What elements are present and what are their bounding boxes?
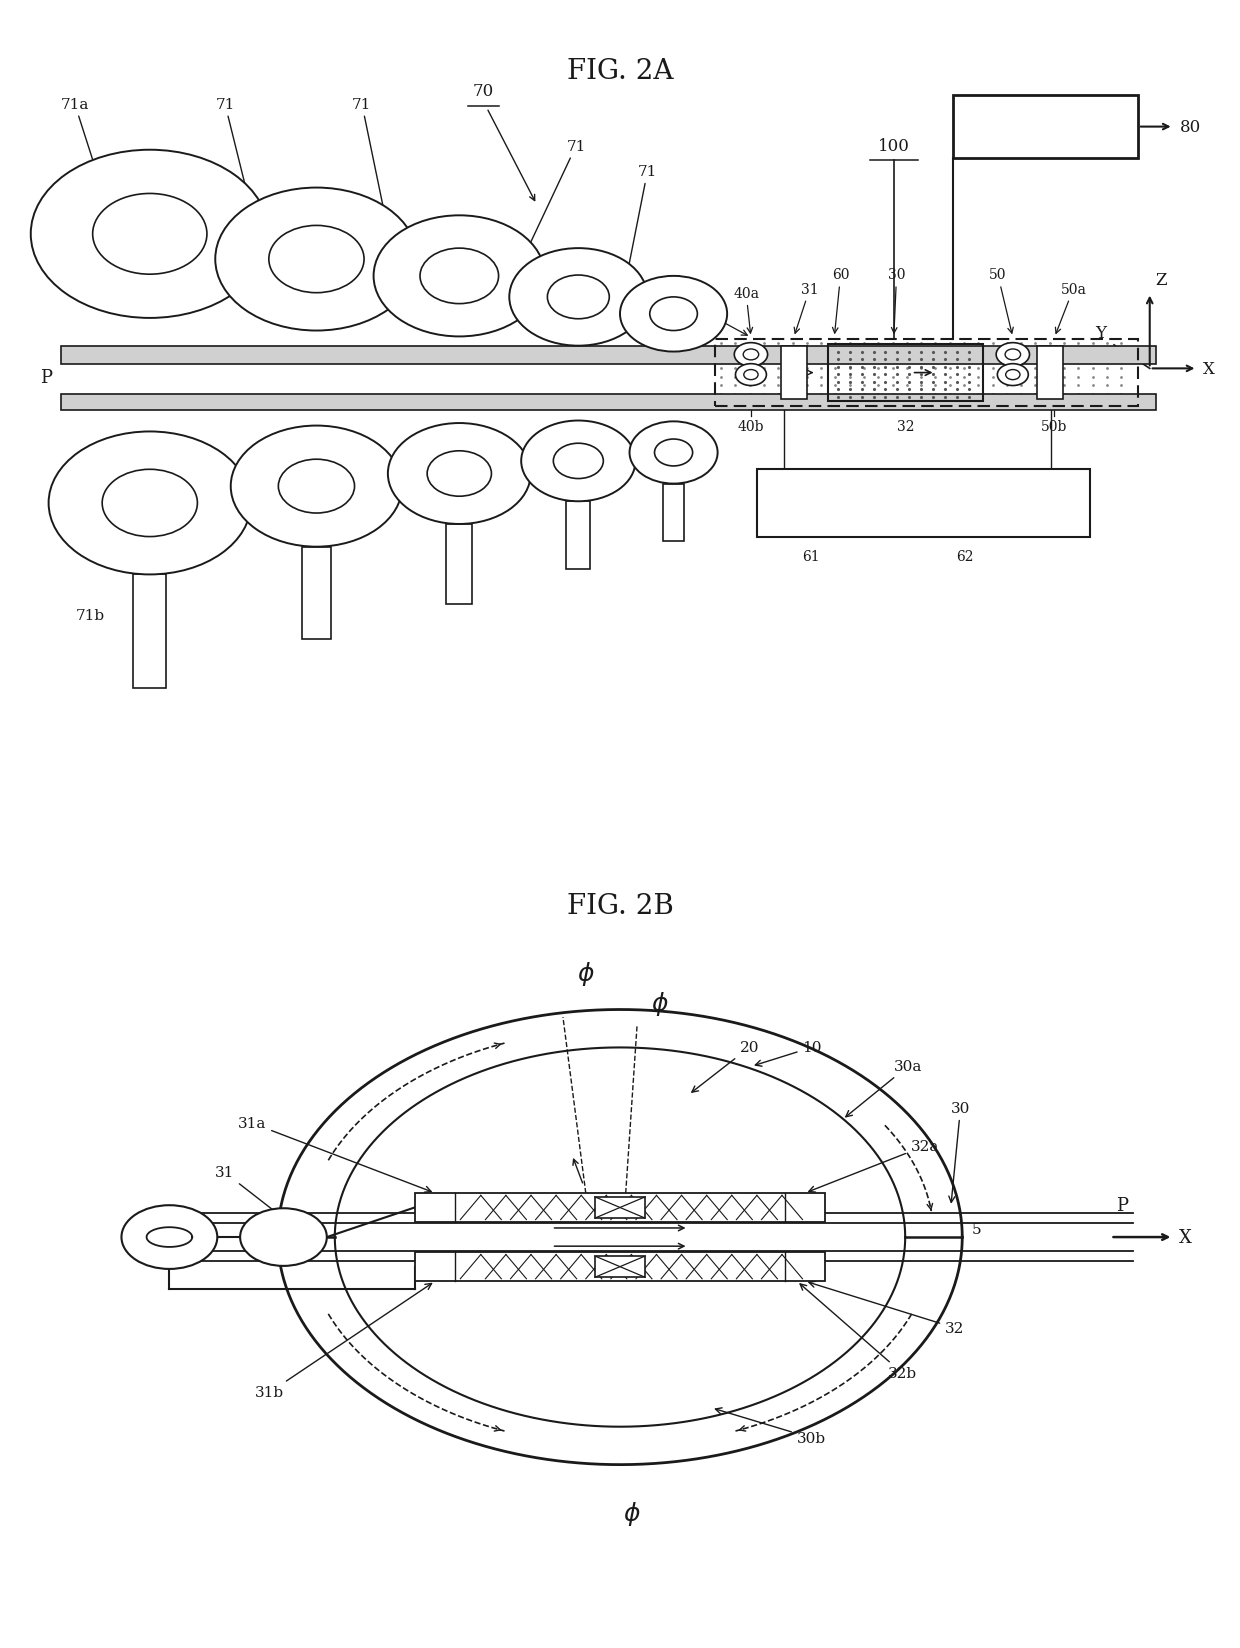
Text: 40: 40 bbox=[692, 303, 748, 336]
Circle shape bbox=[427, 452, 491, 498]
Bar bbox=[414, 1193, 826, 1223]
Text: 40b: 40b bbox=[738, 420, 764, 433]
Circle shape bbox=[1006, 371, 1021, 381]
Circle shape bbox=[547, 275, 609, 320]
Text: $\phi$: $\phi$ bbox=[651, 989, 668, 1017]
Circle shape bbox=[31, 150, 269, 318]
Text: 10: 10 bbox=[755, 1040, 822, 1066]
Text: 100: 100 bbox=[878, 138, 910, 155]
Circle shape bbox=[655, 440, 693, 466]
Circle shape bbox=[278, 460, 355, 514]
Text: 71: 71 bbox=[216, 97, 252, 206]
Text: 71: 71 bbox=[625, 165, 657, 277]
Text: 30: 30 bbox=[888, 269, 905, 335]
Text: 50a: 50a bbox=[1055, 282, 1086, 335]
Text: 30: 30 bbox=[949, 1101, 970, 1203]
Text: P: P bbox=[1116, 1196, 1128, 1215]
Text: Y: Y bbox=[1095, 325, 1106, 343]
Text: 71b: 71b bbox=[76, 608, 105, 623]
Text: V: V bbox=[277, 1228, 290, 1246]
Circle shape bbox=[521, 422, 635, 503]
Circle shape bbox=[231, 427, 402, 547]
Bar bbox=[133, 575, 166, 689]
Text: 71a: 71a bbox=[61, 97, 95, 168]
Circle shape bbox=[743, 349, 759, 361]
Bar bbox=[781, 346, 807, 400]
Bar bbox=[954, 96, 1138, 158]
Text: 32b: 32b bbox=[800, 1284, 918, 1381]
Circle shape bbox=[269, 226, 365, 293]
Bar bbox=[663, 485, 684, 542]
Bar bbox=[414, 1252, 826, 1280]
Bar bbox=[715, 339, 1138, 407]
Circle shape bbox=[997, 364, 1028, 386]
Text: 31: 31 bbox=[794, 282, 818, 335]
Text: X: X bbox=[1179, 1228, 1192, 1246]
Bar bbox=[303, 547, 331, 639]
Circle shape bbox=[996, 343, 1029, 368]
Text: 32a: 32a bbox=[808, 1139, 939, 1193]
Circle shape bbox=[388, 424, 531, 524]
Circle shape bbox=[650, 298, 697, 331]
Bar bbox=[61, 346, 1156, 364]
Text: 71: 71 bbox=[352, 97, 389, 226]
Circle shape bbox=[373, 216, 546, 338]
Bar bbox=[595, 1196, 645, 1218]
Circle shape bbox=[553, 443, 604, 480]
Text: P: P bbox=[40, 369, 52, 387]
Bar bbox=[1037, 346, 1063, 400]
Circle shape bbox=[1006, 349, 1021, 361]
Bar bbox=[595, 1256, 645, 1277]
Text: $\phi$: $\phi$ bbox=[577, 959, 595, 987]
Circle shape bbox=[102, 470, 197, 537]
Text: 70: 70 bbox=[472, 84, 494, 101]
Circle shape bbox=[630, 422, 718, 485]
Bar bbox=[61, 394, 1156, 412]
Text: $\phi$: $\phi$ bbox=[622, 1500, 640, 1526]
Circle shape bbox=[734, 343, 768, 368]
Bar bbox=[828, 344, 983, 402]
Text: 20: 20 bbox=[692, 1040, 759, 1093]
Text: Z: Z bbox=[1156, 272, 1167, 290]
Text: 31b: 31b bbox=[255, 1284, 432, 1399]
Text: 31: 31 bbox=[215, 1165, 280, 1216]
Circle shape bbox=[241, 1208, 327, 1266]
Circle shape bbox=[744, 371, 758, 381]
Circle shape bbox=[420, 249, 498, 305]
Text: 40a: 40a bbox=[733, 287, 759, 335]
Text: 80: 80 bbox=[1179, 119, 1200, 137]
Text: 61: 61 bbox=[801, 550, 820, 564]
Circle shape bbox=[510, 249, 647, 346]
Text: FIG. 2A: FIG. 2A bbox=[567, 58, 673, 86]
Circle shape bbox=[620, 277, 727, 353]
Text: 32: 32 bbox=[808, 1282, 965, 1335]
Text: 30b: 30b bbox=[715, 1407, 826, 1445]
Text: 71: 71 bbox=[527, 140, 585, 252]
Circle shape bbox=[93, 194, 207, 275]
Text: 62: 62 bbox=[956, 550, 973, 564]
Text: 32: 32 bbox=[897, 420, 914, 433]
Circle shape bbox=[48, 432, 250, 575]
Bar bbox=[446, 524, 472, 605]
Text: 30a: 30a bbox=[846, 1060, 923, 1117]
Text: FIG. 2B: FIG. 2B bbox=[567, 892, 673, 920]
Text: 60: 60 bbox=[832, 269, 849, 335]
Bar bbox=[756, 470, 1090, 537]
Text: X: X bbox=[1203, 361, 1215, 377]
Text: 31a: 31a bbox=[238, 1116, 432, 1193]
Text: 50b: 50b bbox=[1042, 420, 1068, 433]
Circle shape bbox=[735, 364, 766, 386]
Circle shape bbox=[122, 1205, 217, 1269]
Text: 50: 50 bbox=[990, 269, 1013, 335]
Text: DETECTOR: DETECTOR bbox=[1001, 120, 1091, 135]
Circle shape bbox=[216, 188, 418, 331]
Bar bbox=[567, 503, 590, 569]
Text: 5: 5 bbox=[971, 1223, 981, 1236]
